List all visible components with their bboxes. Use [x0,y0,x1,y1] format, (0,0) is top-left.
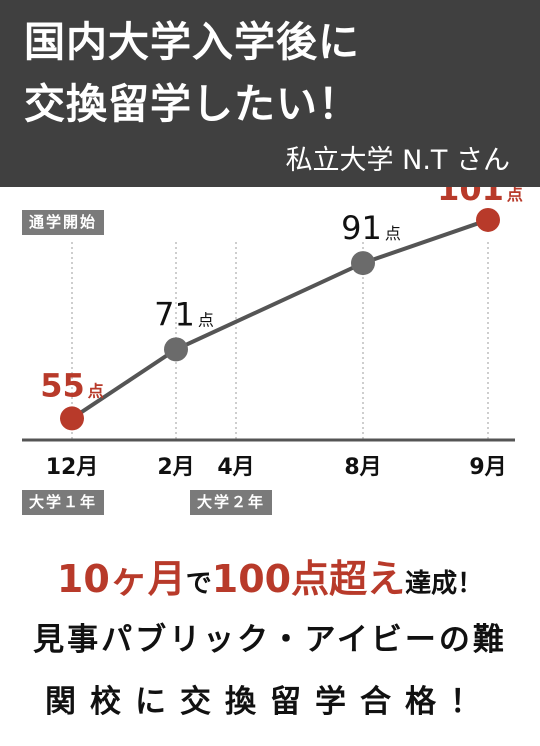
x-tick-label-0: 12月 [46,455,99,480]
student-name: 私立大学 N.T さん [285,145,510,176]
title-line-1: 国内大学入学後に [24,18,360,66]
data-label-2: 91 点 [341,209,401,247]
achievement-line: 10ヶ月で100点超え達成！ [0,560,540,598]
data-label-0: 55 点 [40,366,104,404]
result-line-2: 関校に交換留学合格！ [45,684,495,720]
data-point-3 [476,207,500,232]
title-line-2: 交換留学したい！ [24,80,360,128]
tag-university-year1: 大学１年 [22,490,105,515]
chart-tick-labels: 12月 2月 4月 8月 9月 [46,455,507,480]
data-point-1 [164,337,188,362]
data-label-3: 101 点 [437,187,523,208]
chart-points: 55 点 71 点 91 点 101 点 [40,187,523,431]
score-chart: 55 点 71 点 91 点 101 点 12月 2月 4月 8月 9月 [22,187,523,480]
tag-study-start: 通学開始 [22,210,105,235]
chart-gridlines [71,242,489,440]
x-tick-label-3: 8月 [344,455,381,480]
data-label-1: 71 点 [154,295,214,333]
score-series-line [70,218,489,421]
tag-university-year2: 大学２年 [190,490,273,515]
data-point-2 [351,251,375,276]
achievement-done: 達成！ [405,569,484,599]
header-banner: 国内大学入学後に 交換留学したい！ 私立大学 N.T さん [0,0,540,187]
x-tick-label-1: 2月 [157,455,194,480]
x-tick-label-4: 9月 [469,455,506,480]
achievement-score: 100点超え [211,557,406,601]
achievement-period: 10ヶ月 [56,557,186,601]
result-line-1: 見事パブリック・アイビーの難 [33,622,507,658]
data-point-0 [60,406,84,431]
achievement-particle: で [185,569,212,599]
x-tick-label-2: 4月 [217,455,254,480]
